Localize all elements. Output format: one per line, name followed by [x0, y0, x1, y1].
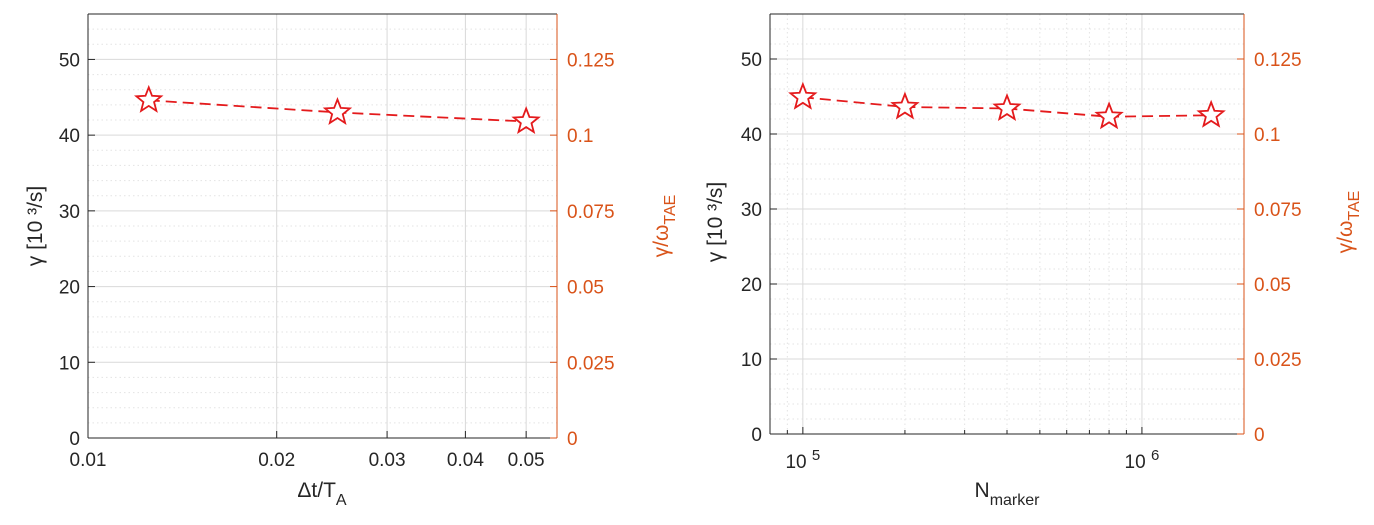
y-tick-label: 10 [741, 350, 762, 371]
y-right-tick-label: 0 [1254, 425, 1265, 446]
y-right-tick-label: 0.025 [567, 353, 615, 374]
y-tick-label: 20 [59, 278, 80, 299]
y-tick-label: 50 [741, 50, 762, 71]
y-right-tick-label: 0.125 [567, 50, 615, 71]
data-point [322, 96, 353, 125]
y-right-tick-label: 0.025 [1254, 350, 1302, 371]
y-tick-label: 0 [69, 429, 80, 450]
y-right-tick-label: 0.125 [1254, 50, 1302, 71]
y-axis-label: γ [10 ³/s] [704, 182, 727, 263]
x-tick-label: 10 5 [785, 447, 820, 473]
x-tick-label: 0.04 [447, 450, 484, 471]
y-right-axis-label: γ/ωTAE [650, 195, 679, 258]
y-right-tick-label: 0 [567, 429, 578, 450]
y-right-tick-label: 0.05 [567, 278, 604, 299]
right-chart: 10 5 10 6 0 10 20 30 40 50 0 0.025 0.05 0.075 0.1 0.1… [704, 13, 1363, 509]
y-tick-label: 0 [751, 425, 762, 446]
y-tick-label: 40 [741, 125, 762, 146]
x-tick-label: 10 6 [1125, 447, 1160, 473]
x-axis-label: Nmarker [975, 479, 1041, 509]
y-tick-label: 30 [59, 202, 80, 223]
data-point [1094, 101, 1124, 130]
x-tick-label: 0.03 [369, 450, 406, 471]
y-tick-label: 40 [59, 126, 80, 147]
x-tick-label: 0.02 [258, 450, 295, 471]
y-right-tick-label: 0.1 [1254, 125, 1280, 146]
data-point [890, 91, 920, 120]
x-tick-label: 0.01 [70, 450, 107, 471]
left-chart: 0.01 0.02 0.03 0.04 0.05 0 10 20 30 40 50 0 0.025 0.0… [24, 13, 679, 509]
data-point [992, 93, 1022, 122]
data-point [134, 84, 164, 113]
major-grid [770, 14, 1244, 435]
y-tick-label: 50 [59, 50, 80, 71]
data-point [511, 106, 541, 135]
x-axis-label: Δt/TA [297, 479, 347, 509]
y-tick-label: 30 [741, 200, 762, 221]
y-right-tick-label: 0.075 [567, 202, 615, 223]
x-tick-label: 0.05 [508, 450, 545, 471]
y-tick-label: 20 [741, 275, 762, 296]
minor-grid-y [88, 28, 557, 424]
data-point [788, 81, 818, 110]
y-right-tick-label: 0.1 [567, 126, 593, 147]
minor-grid-x [769, 14, 1245, 434]
y-right-tick-label: 0.05 [1254, 275, 1291, 296]
data-point [1196, 99, 1226, 128]
y-right-axis-label: γ/ωTAE [1334, 191, 1363, 254]
y-right-tick-label: 0.075 [1254, 200, 1302, 221]
y-tick-label: 10 [59, 353, 80, 374]
y-axis-label: γ [10 ³/s] [24, 186, 47, 267]
